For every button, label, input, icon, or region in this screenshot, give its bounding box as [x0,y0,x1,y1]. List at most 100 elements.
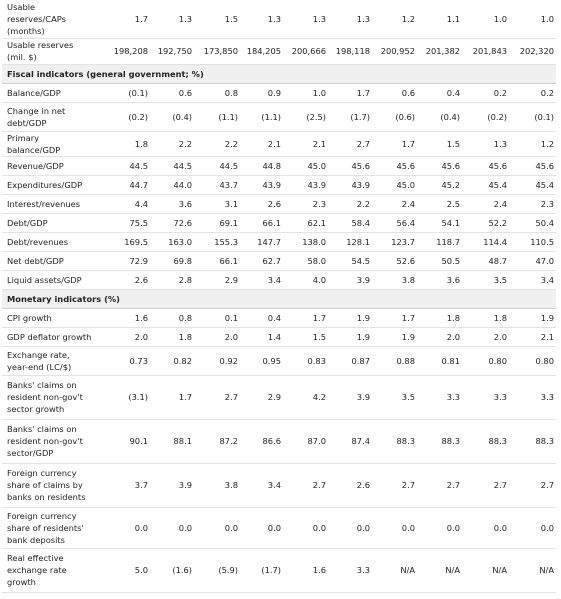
table-cell: 0.4 [240,308,283,328]
table-cell: 0.80 [462,346,509,376]
table-cell: 110.5 [509,232,556,252]
table-cell: 43.9 [240,175,283,195]
table-cell: 0.0 [509,507,556,549]
table-cell: 45.6 [417,156,462,176]
table-cell: 44.8 [240,156,283,176]
table-cell: 45.6 [328,156,372,176]
table-cell: 2.1 [283,131,328,157]
table-cell: 88.3 [509,419,556,464]
table-cell: 44.5 [194,156,240,176]
table-cell: 1.6 [94,308,150,328]
row-label: Banks' claims on resident non-gov't sect… [2,375,94,420]
table-cell: (5.9) [194,548,240,593]
table-cell: 2.9 [240,375,283,420]
table-cell: 0.81 [417,346,462,376]
table-cell: 56.4 [372,213,417,233]
table-cell: (1.7) [240,548,283,593]
table-cell: 3.7 [94,463,150,508]
table-cell: 147.7 [240,232,283,252]
table-cell: (0.1) [94,83,150,103]
table-cell: 0.82 [150,346,194,376]
table-cell: 3.8 [372,270,417,290]
table-row: Usable reserves (mil. $) 198,208 192,750 17… [2,38,556,65]
table-cell: 5.0 [94,548,150,593]
table-cell: N/A [417,548,462,593]
table-row: Net debt/GDP 72.9 69.8 66.1 62.7 58.0 54.5 52.6… [2,251,556,271]
table-cell: 45.6 [509,156,556,176]
row-label: Exchange rate, year-end (LC/$) [2,346,94,376]
row-label: Debt/revenues [2,232,94,252]
table-cell: 3.5 [372,375,417,420]
table-cell: 2.1 [240,131,283,157]
table-cell: 200,666 [283,38,328,65]
table-cell: 3.4 [240,270,283,290]
table-cell: 88.1 [150,419,194,464]
table-cell: 0.6 [150,83,194,103]
table-cell: 43.7 [194,175,240,195]
table-cell: 2.0 [94,327,150,347]
table-cell: 66.1 [194,251,240,271]
table-cell: 0.4 [417,83,462,103]
row-label: CPI growth [2,308,94,328]
table-cell: (0.2) [94,102,150,132]
table-cell: (1.1) [194,102,240,132]
table-row: Expenditures/GDP 44.7 44.0 43.7 43.9 43.9 43.9… [2,175,556,195]
table-cell: 1.9 [328,327,372,347]
table-cell: 1.3 [150,0,194,39]
table-cell: 3.6 [150,194,194,214]
table-cell: 0.0 [283,507,328,549]
table-cell: 118.7 [417,232,462,252]
table-cell: 2.1 [509,327,556,347]
table-cell: 44.5 [150,156,194,176]
row-label: Usable reserves (mil. $) [2,38,94,65]
table-cell: 1.5 [417,131,462,157]
row-label: Revenue/GDP [2,156,94,176]
table-cell: 200,952 [372,38,417,65]
table-cell: 2.0 [194,327,240,347]
table-cell: 88.3 [372,419,417,464]
table-cell: 2.0 [462,327,509,347]
table-cell: 173,850 [194,38,240,65]
table-row: Exchange rate, year-end (LC/$) 0.73 0.82 0.… [2,346,556,376]
table-cell: 1.0 [283,83,328,103]
table-cell: 2.7 [372,463,417,508]
row-label: Interest/revenues [2,194,94,214]
table-cell: 2.2 [328,194,372,214]
table-cell: 0.92 [194,346,240,376]
table-cell: 0.6 [372,83,417,103]
table-row: Banks' claims on resident non-gov't sect… [2,419,556,464]
table-cell: 45.4 [509,175,556,195]
table-cell: 1.0 [462,0,509,39]
table-cell: 1.9 [372,327,417,347]
table-cell: 2.7 [194,375,240,420]
table-cell: 45.6 [462,156,509,176]
table-cell: 1.0 [509,0,556,39]
table-cell: (0.4) [150,102,194,132]
table-cell: 88.3 [417,419,462,464]
table-row: Real effective exchange rate growth 5.0 (1… [2,548,556,593]
section-title: Monetary indicators (%) [2,288,556,309]
table-cell: 0.0 [240,507,283,549]
table-cell: 58.0 [283,251,328,271]
row-label: Liquid assets/GDP [2,270,94,290]
table-cell: 1.2 [509,131,556,157]
table-cell: 201,843 [462,38,509,65]
table-cell: 1.7 [372,308,417,328]
table-cell: 0.8 [194,83,240,103]
table-cell: 4.4 [94,194,150,214]
row-label: Primary balance/GDP [2,131,94,157]
table-cell: 163.0 [150,232,194,252]
table-cell: 1.4 [240,327,283,347]
table-cell: 43.9 [328,175,372,195]
row-label: Foreign currency share of claims by bank… [2,463,94,508]
table-cell: 0.87 [328,346,372,376]
table-cell: 62.1 [283,213,328,233]
table-cell: 52.2 [462,213,509,233]
table-cell: 4.2 [283,375,328,420]
table-cell: 3.3 [509,375,556,420]
table-cell: 87.0 [283,419,328,464]
table-cell: 198,208 [94,38,150,65]
table-cell: 155.3 [194,232,240,252]
table-cell: 128.1 [328,232,372,252]
table-cell: N/A [509,548,556,593]
